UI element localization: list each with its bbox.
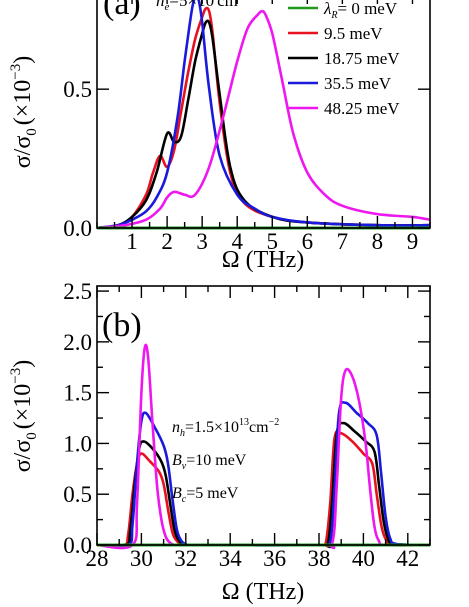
- annotation-n: n: [172, 419, 180, 436]
- panel-a-x-tick-label: 2: [161, 229, 173, 254]
- panel-b-x-tick-label: 32: [174, 546, 197, 571]
- panel-a-x-tick-label: 5: [267, 229, 279, 254]
- panel-b-x-tick-label: 28: [86, 546, 109, 571]
- panel-b-y-tick-label: 0.5: [63, 482, 92, 507]
- panel-a-header: ne=5×10 cm: [156, 0, 238, 13]
- panel-a-x-tick-label: 8: [372, 229, 384, 254]
- panel-a-header-n: n: [156, 0, 165, 10]
- panel-b-frame: [96, 285, 431, 546]
- annotation-bc-sub: c: [182, 494, 187, 505]
- panel-b: (b) nh=1.5×1013cm−2 Bv=10 meV Bc=5 meV 2…: [8, 279, 431, 605]
- annotation-bv: B: [172, 452, 182, 469]
- panel-b-annotations: nh=1.5×1013cm−2 Bv=10 meV Bc=5 meV: [172, 417, 279, 505]
- panel-b-y-tick-label: 2.5: [63, 279, 92, 304]
- panel-a-y-label: σ/σ0 (×10−3): [8, 56, 40, 169]
- panel-a-y-label-paren: (×10: [10, 80, 36, 126]
- panel-a-header-sub: e: [165, 1, 170, 13]
- annotation-n-unit: cm: [249, 419, 269, 436]
- panel-a-y-tick-label: 0.0: [63, 216, 92, 241]
- legend-label-0: λR= 0 meV: [323, 0, 398, 21]
- panel-b-y-tick-label: 1.5: [63, 381, 92, 406]
- panel-b-y-label-main: σ/σ: [10, 440, 36, 473]
- panel-a-y-label-exp: −3: [8, 64, 24, 80]
- annotation-bc: B: [172, 485, 182, 502]
- panel-b-y-label: σ/σ0 (×10−3): [8, 360, 40, 473]
- panel-a-x-tick-label: 7: [337, 229, 349, 254]
- legend-label-1: 9.5 meV: [324, 24, 383, 43]
- panel-b-y-tick-label: 0.0: [63, 533, 92, 558]
- legend-label-2: 18.75 meV: [324, 49, 400, 68]
- panel-b-y-label-sub: 0: [24, 432, 40, 440]
- panel-b-x-tick-label: 38: [308, 546, 331, 571]
- panel-b-x-label: Ω (THz): [222, 579, 304, 605]
- legend-label-4: 48.25 meV: [324, 99, 400, 118]
- panel-a-header-unit: cm: [217, 0, 238, 10]
- panel-b-annotation-bc: Bc=5 meV: [172, 485, 239, 505]
- panel-a-x-tick-label: 1: [126, 229, 138, 254]
- annotation-n-sub: h: [180, 428, 185, 439]
- panel-b-label: (b): [102, 307, 142, 344]
- annotation-n-unit-exp: −2: [269, 417, 280, 428]
- panel-a-series-4: [96, 10, 431, 230]
- annotation-bv-sub: v: [182, 461, 187, 472]
- panel-b-y-tick-labels: 0.0 0.5 1.0 1.5 2.0 2.5: [63, 279, 92, 558]
- panel-a-frame: [96, 0, 431, 229]
- panel-b-y-label-exp: −3: [8, 368, 24, 384]
- panel-a-x-tick-label: 6: [302, 229, 314, 254]
- panel-a-x-tick-label: 9: [407, 229, 419, 254]
- panel-a-y-label-main: σ/σ: [10, 136, 36, 169]
- panel-b-curves: [96, 343, 431, 550]
- panel-b-y-label-close: ): [10, 360, 36, 368]
- panel-b-y-label-paren: (×10: [10, 384, 36, 430]
- panel-b-annotation-bv: Bv=10 meV: [172, 452, 247, 472]
- panel-b-x-tick-label: 42: [396, 546, 419, 571]
- panel-b-x-tick-label: 34: [219, 546, 243, 571]
- panel-a-y-tick-label: 0.5: [63, 77, 92, 102]
- panel-b-x-tick-label: 36: [263, 546, 286, 571]
- panel-a-header-tail: =5×10: [169, 0, 214, 10]
- panel-a-legend: λR= 0 meV 9.5 meV 18.75 meV 35.5 meV 48.25 m…: [288, 0, 400, 118]
- panel-b-x-tick-label: 40: [352, 546, 375, 571]
- annotation-bc-value: =5 meV: [186, 485, 239, 502]
- panel-b-y-tick-label: 2.0: [63, 330, 92, 355]
- panel-a-y-tick-labels: 0.0 0.5: [63, 77, 92, 241]
- panel-b-x-tick-label: 30: [130, 546, 153, 571]
- panel-a-x-label: Ω (THz): [222, 247, 304, 273]
- legend-label-3: 35.5 meV: [324, 74, 392, 93]
- panel-a: (a) ne=5×10 cm λR= 0 meV 9.5 meV 18.75 meV 3…: [8, 0, 431, 273]
- panel-a-x-tick-label: 4: [231, 229, 243, 254]
- panel-a-y-label-close: ): [10, 56, 36, 64]
- annotation-n-value: =1.5×10: [185, 419, 239, 436]
- panel-b-series-2: [96, 421, 431, 549]
- panel-b-y-tick-label: 1.0: [63, 431, 92, 456]
- annotation-bv-value: =10 meV: [186, 452, 247, 469]
- annotation-n-exp: 13: [239, 417, 249, 428]
- panel-b-annotation-density: nh=1.5×1013cm−2: [172, 417, 279, 439]
- panel-a-y-label-sub: 0: [24, 128, 40, 136]
- panel-b-x-tick-labels: 28 30 32 34 36 38 40 42: [86, 546, 420, 571]
- panel-a-label: (a): [103, 0, 141, 22]
- panel-a-x-tick-label: 3: [196, 229, 208, 254]
